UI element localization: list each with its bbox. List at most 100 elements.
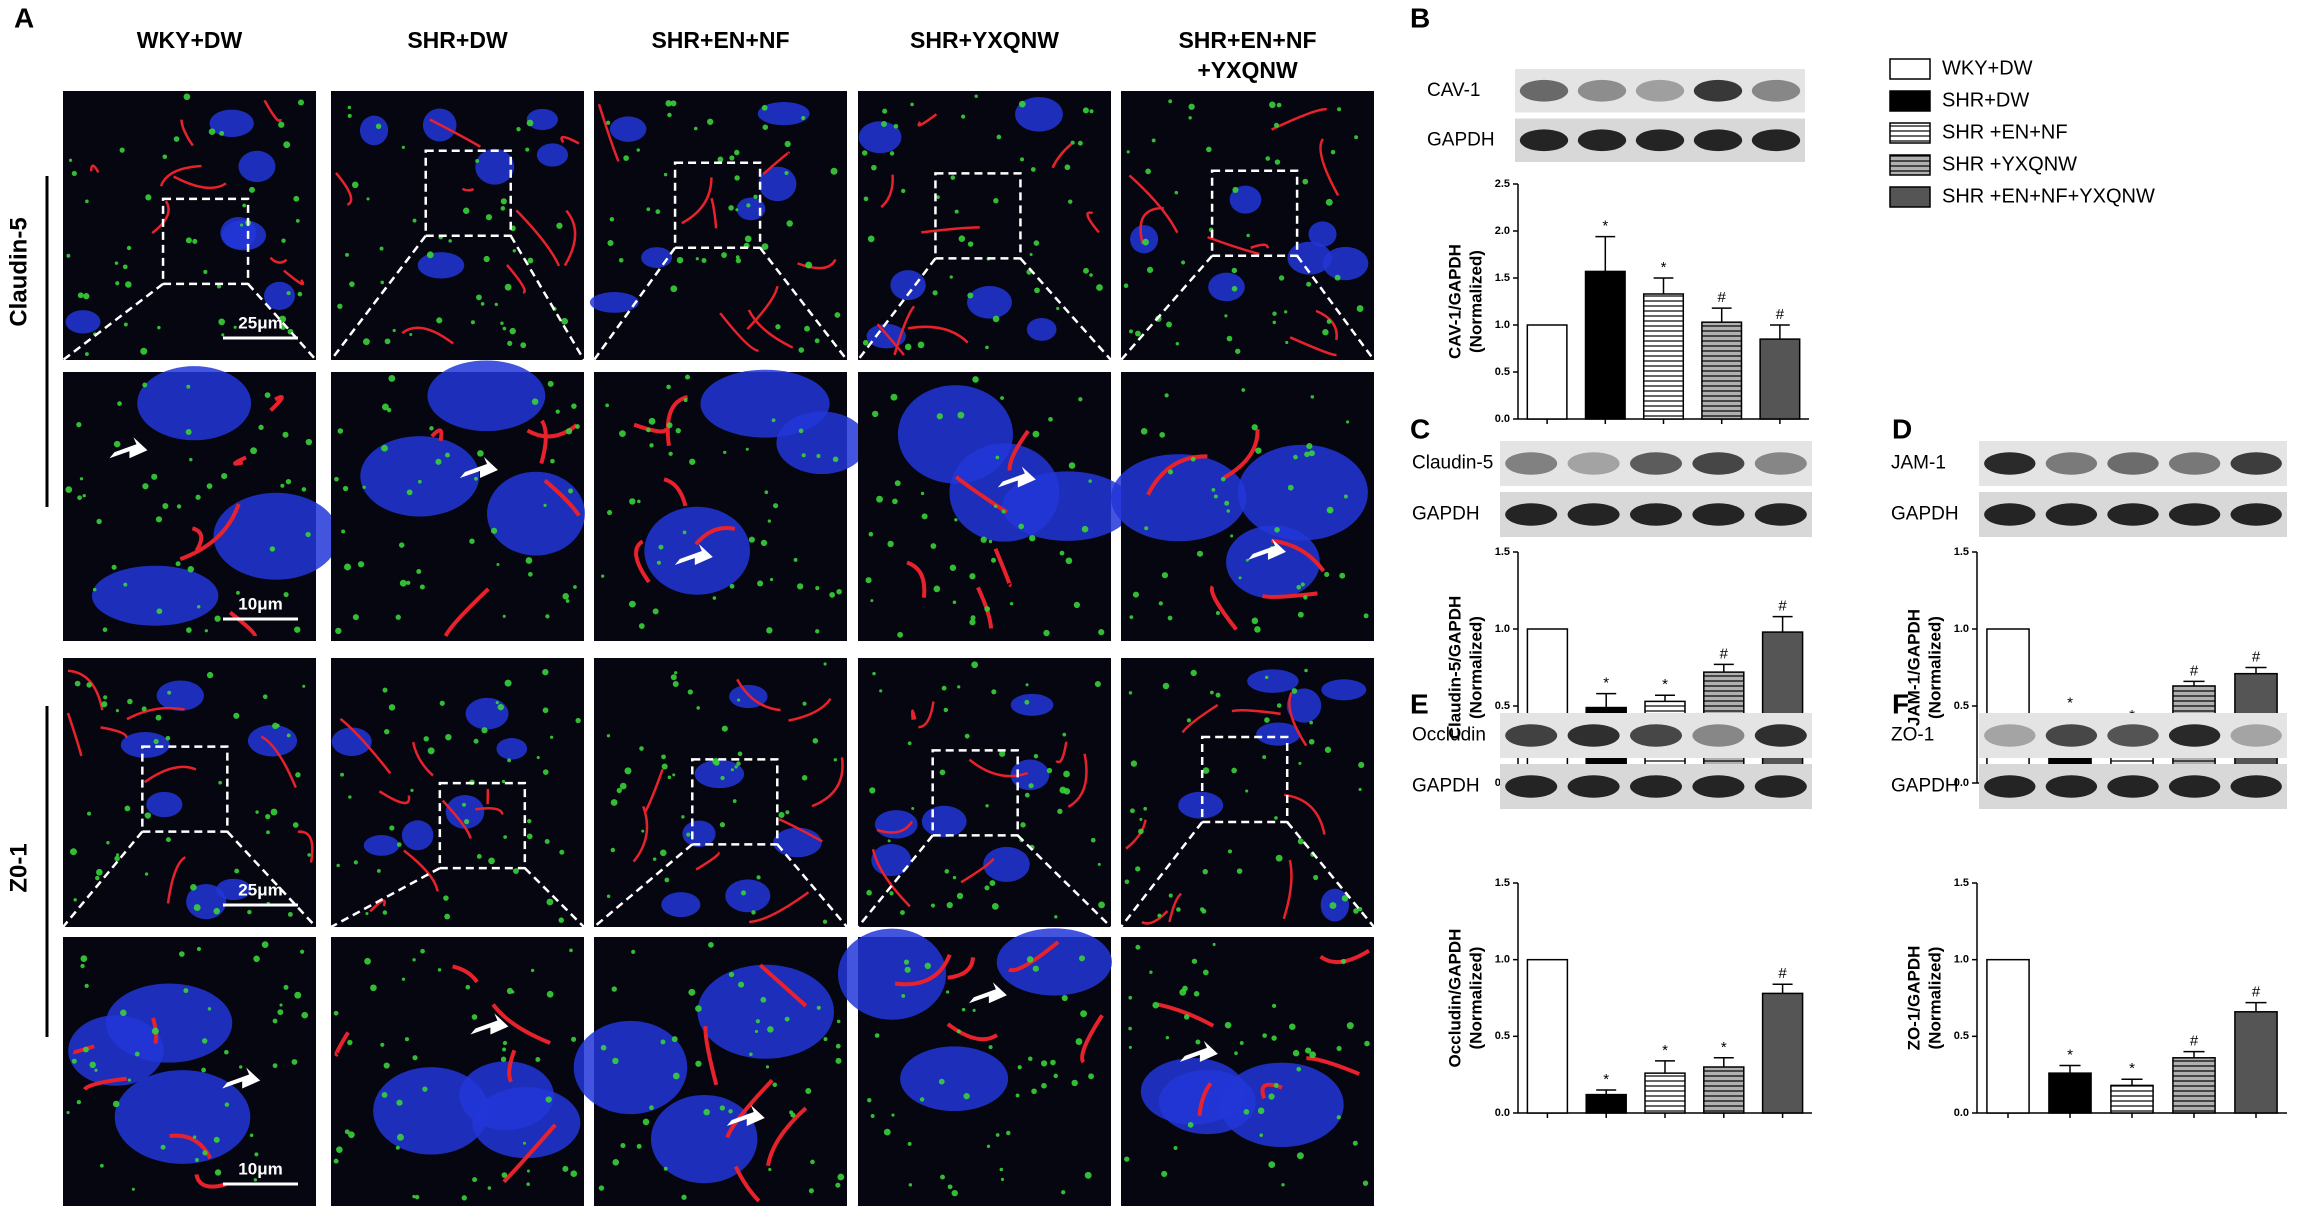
green-stain: [242, 203, 247, 208]
green-stain: [1084, 1171, 1092, 1179]
green-stain: [1191, 958, 1198, 964]
red-stain: [1223, 429, 1260, 480]
blot-label: GAPDH: [1891, 776, 1959, 797]
green-stain: [66, 1110, 70, 1115]
green-stain: [203, 269, 208, 274]
green-stain: [606, 734, 611, 738]
green-stain: [835, 1182, 841, 1188]
green-stain: [623, 155, 629, 161]
green-stain: [277, 1009, 284, 1016]
red-stain: [725, 1078, 774, 1139]
significance-marker: #: [2190, 662, 2199, 679]
micrograph: [1121, 658, 1374, 927]
green-stain: [1059, 786, 1067, 794]
green-stain: [1164, 393, 1169, 398]
green-stain: [903, 959, 910, 965]
green-stain: [297, 99, 305, 106]
green-stain: [956, 1029, 961, 1034]
green-stain: [696, 706, 700, 710]
blot-band: [1519, 79, 1569, 102]
green-stain: [92, 587, 97, 592]
red-stain: [89, 164, 100, 174]
green-stain: [99, 1163, 104, 1168]
green-stain: [1363, 613, 1369, 619]
y-axis-label: (Normalized): [1466, 947, 1485, 1050]
green-stain: [1308, 450, 1315, 457]
y-axis-label: (Normalized): [1925, 947, 1944, 1050]
nucleus: [609, 116, 647, 142]
green-stain: [239, 1065, 243, 1069]
green-stain: [670, 674, 677, 681]
green-stain: [695, 1005, 702, 1012]
green-stain: [362, 485, 366, 489]
red-stain: [1141, 910, 1169, 925]
green-stain: [1096, 284, 1103, 291]
nucleus: [1010, 759, 1050, 791]
nucleus: [838, 928, 947, 1020]
green-stain: [1296, 1066, 1302, 1072]
green-stain: [761, 243, 769, 251]
red-stain: [403, 849, 439, 892]
red-stain: [335, 172, 353, 206]
green-stain: [125, 281, 132, 288]
green-stain: [1234, 1051, 1238, 1056]
green-stain: [86, 682, 92, 688]
green-stain: [344, 563, 352, 571]
green-stain: [870, 599, 874, 603]
green-stain: [1065, 557, 1073, 565]
blot-label: Occludin: [1412, 725, 1486, 746]
green-stain: [969, 619, 976, 626]
nucleus: [137, 366, 252, 441]
green-stain: [1358, 761, 1365, 769]
green-stain: [80, 955, 88, 962]
green-stain: [156, 608, 163, 615]
green-stain: [66, 253, 71, 258]
green-stain: [1024, 699, 1030, 705]
nucleus: [725, 879, 771, 913]
green-stain: [388, 374, 396, 382]
green-stain: [907, 1141, 912, 1146]
green-stain: [1000, 396, 1004, 400]
green-stain: [250, 447, 258, 455]
green-stain: [334, 476, 339, 482]
green-stain: [476, 294, 482, 301]
green-stain: [951, 1189, 958, 1197]
green-stain: [266, 830, 270, 835]
blot-band: [1984, 503, 2036, 526]
blot-band: [1630, 452, 1682, 475]
green-stain: [1165, 1035, 1170, 1040]
red-stain: [1067, 753, 1088, 808]
significance-marker: #: [1776, 306, 1785, 323]
green-stain: [341, 529, 346, 534]
red-stain: [1231, 708, 1281, 716]
y-axis-label: CAV-1/GAPDH: [1445, 244, 1464, 359]
green-stain: [1057, 808, 1063, 815]
blot-band: [1630, 775, 1682, 798]
green-stain: [1202, 767, 1210, 774]
blot-band: [2168, 724, 2221, 747]
green-stain: [797, 583, 804, 590]
red-stain: [72, 1044, 95, 1055]
green-stain: [601, 574, 605, 578]
green-stain: [388, 704, 396, 711]
red-stain: [543, 478, 581, 517]
green-stain: [672, 1072, 680, 1080]
green-stain: [874, 1033, 880, 1038]
green-stain: [954, 209, 959, 214]
zoom-line: [523, 867, 585, 928]
green-stain: [84, 983, 89, 988]
green-stain: [383, 1062, 390, 1069]
red-stain: [1125, 819, 1147, 850]
green-stain: [483, 255, 490, 263]
zoom-line: [1286, 821, 1375, 928]
green-stain: [297, 291, 303, 297]
green-stain: [443, 895, 449, 901]
green-stain: [1080, 1010, 1088, 1018]
green-stain: [1061, 1190, 1066, 1195]
green-stain: [1009, 601, 1014, 606]
green-stain: [392, 328, 396, 333]
green-stain: [527, 257, 534, 264]
green-stain: [279, 315, 287, 323]
legend-swatch: [1889, 90, 1931, 112]
green-stain: [1336, 1045, 1342, 1052]
